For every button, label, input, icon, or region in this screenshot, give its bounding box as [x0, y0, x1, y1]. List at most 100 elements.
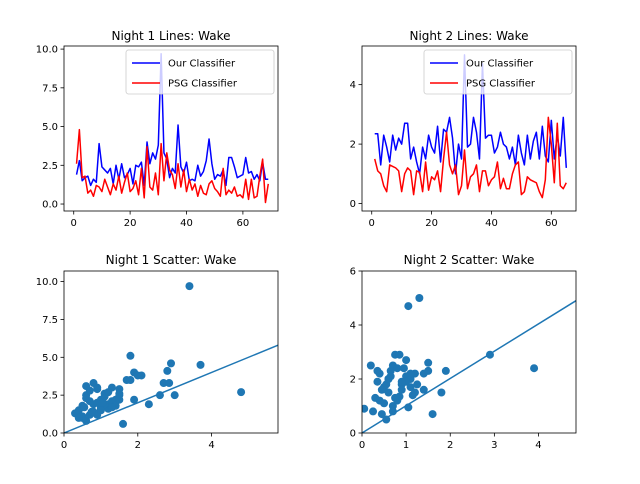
plot-area: [373, 54, 568, 199]
scatter-point: [395, 350, 404, 359]
scatter-point: [80, 403, 89, 412]
chart-title: Night 1 Lines: Wake: [112, 29, 231, 43]
y-tick-label: 2.5: [42, 161, 58, 172]
x-tick-label: 0: [369, 218, 375, 229]
scatter-point: [185, 282, 194, 291]
y-tick-label: 4: [350, 321, 356, 332]
scatter-point: [384, 388, 393, 397]
legend-label-psg-classifier: PSG Classifier: [168, 79, 238, 90]
chart-title: Night 2 Lines: Wake: [410, 29, 529, 43]
plot-area: [64, 282, 278, 433]
legend-box: [423, 49, 573, 95]
legend-label-psg-classifier: PSG Classifier: [466, 79, 536, 90]
series-line-psg-classifier: [75, 128, 270, 204]
x-tick-label: 60: [545, 218, 558, 229]
scatter-point: [167, 359, 175, 368]
scatter-point: [437, 388, 446, 397]
scatter-point: [369, 407, 378, 416]
scatter-point: [115, 389, 124, 398]
plot-area: [75, 53, 270, 204]
x-tick-label: 40: [180, 218, 193, 229]
legend-label-our-classifier: Our Classifier: [168, 59, 236, 70]
y-tick-label: 10.0: [36, 45, 58, 56]
scatter-point: [406, 383, 415, 392]
scatter-point: [82, 394, 91, 403]
axes-frame: [361, 45, 577, 212]
scatter-point: [424, 366, 433, 375]
scatter-point: [165, 379, 174, 388]
x-tick-label: 20: [124, 218, 137, 229]
scatter-point: [93, 385, 102, 394]
scatter-point: [119, 419, 128, 428]
y-tick-label: 0.0: [42, 429, 58, 440]
y-tick-label: 0: [350, 429, 356, 440]
scatter-point: [98, 398, 107, 407]
scatter-point: [159, 379, 168, 388]
scatter-point: [404, 302, 413, 311]
scatter-point: [413, 380, 422, 389]
scatter-point: [115, 395, 124, 404]
x-tick-label: 3: [491, 440, 497, 451]
chart-night1-lines: Night 1 Lines: Wake 0 20 40 60 0.0 2.5 5.0 7.5 1…: [36, 29, 279, 229]
scatter-point: [373, 366, 382, 375]
chart-title: Night 2 Scatter: Wake: [404, 253, 535, 267]
chart-night1-scatter: Night 1 Scatter: Wake 0 2 4 0.0 2.5 5.0 7.5 10.…: [36, 253, 279, 451]
scatter-point: [137, 371, 146, 380]
scatter-point: [397, 377, 406, 386]
x-tick-label: 1: [403, 440, 409, 451]
scatter-point: [144, 400, 153, 409]
series-line-our-classifier: [374, 54, 568, 175]
scatter-point: [397, 385, 406, 394]
plot-area: [362, 294, 576, 433]
x-tick-label: 20: [425, 218, 438, 229]
scatter-point: [130, 395, 139, 404]
axes-frame: [63, 45, 279, 212]
scatter-point: [87, 407, 96, 416]
chart-title: Night 1 Scatter: Wake: [106, 253, 237, 267]
scatter-point: [391, 393, 400, 402]
y-tick-label: 7.5: [42, 83, 58, 94]
scatter-point: [384, 375, 393, 383]
y-tick-label: 10.0: [36, 277, 58, 288]
scatter-point: [375, 396, 384, 405]
scatter-point: [196, 360, 205, 369]
scatter-point: [104, 388, 113, 397]
y-tick-label: 2.5: [42, 391, 58, 402]
scatter-point: [424, 358, 433, 367]
y-tick-label: 0.0: [42, 200, 58, 211]
legend: Our Classifier PSG Classifier: [125, 49, 275, 95]
chart-night2-scatter: Night 2 Scatter: Wake 0 1 2 3 4 0 2 4 6: [350, 253, 577, 451]
scatter-point: [530, 364, 539, 373]
scatter-point: [402, 356, 411, 365]
axes-frame: [361, 270, 577, 434]
scatter-point: [74, 413, 83, 422]
axes-frame: [63, 270, 279, 434]
scatter-point: [362, 404, 369, 413]
scatter-point: [377, 410, 386, 419]
legend-box: [125, 49, 275, 95]
fit-line: [64, 344, 278, 433]
series-line-psg-classifier: [373, 116, 567, 199]
y-tick-label: 2: [350, 140, 356, 151]
scatter-point: [419, 385, 428, 394]
scatter-point: [96, 406, 105, 415]
scatter-point: [406, 369, 415, 378]
x-tick-label: 4: [535, 440, 541, 451]
x-tick-label: 0: [61, 440, 67, 451]
scatter-point: [441, 366, 450, 375]
y-tick-label: 6: [350, 267, 356, 278]
y-tick-label: 4: [350, 80, 356, 91]
y-tick-label: 2: [350, 375, 356, 386]
scatter-point: [366, 361, 375, 370]
scatter-point: [163, 366, 172, 375]
scatter-point: [85, 386, 94, 395]
x-tick-label: 2: [447, 440, 453, 451]
scatter-point: [410, 388, 419, 397]
y-tick-label: 7.5: [42, 315, 58, 326]
scatter-point: [126, 351, 135, 360]
x-tick-label: 2: [135, 440, 141, 451]
x-tick-label: 4: [208, 440, 214, 451]
legend: Our Classifier PSG Classifier: [423, 49, 573, 95]
scatter-point: [373, 377, 382, 386]
